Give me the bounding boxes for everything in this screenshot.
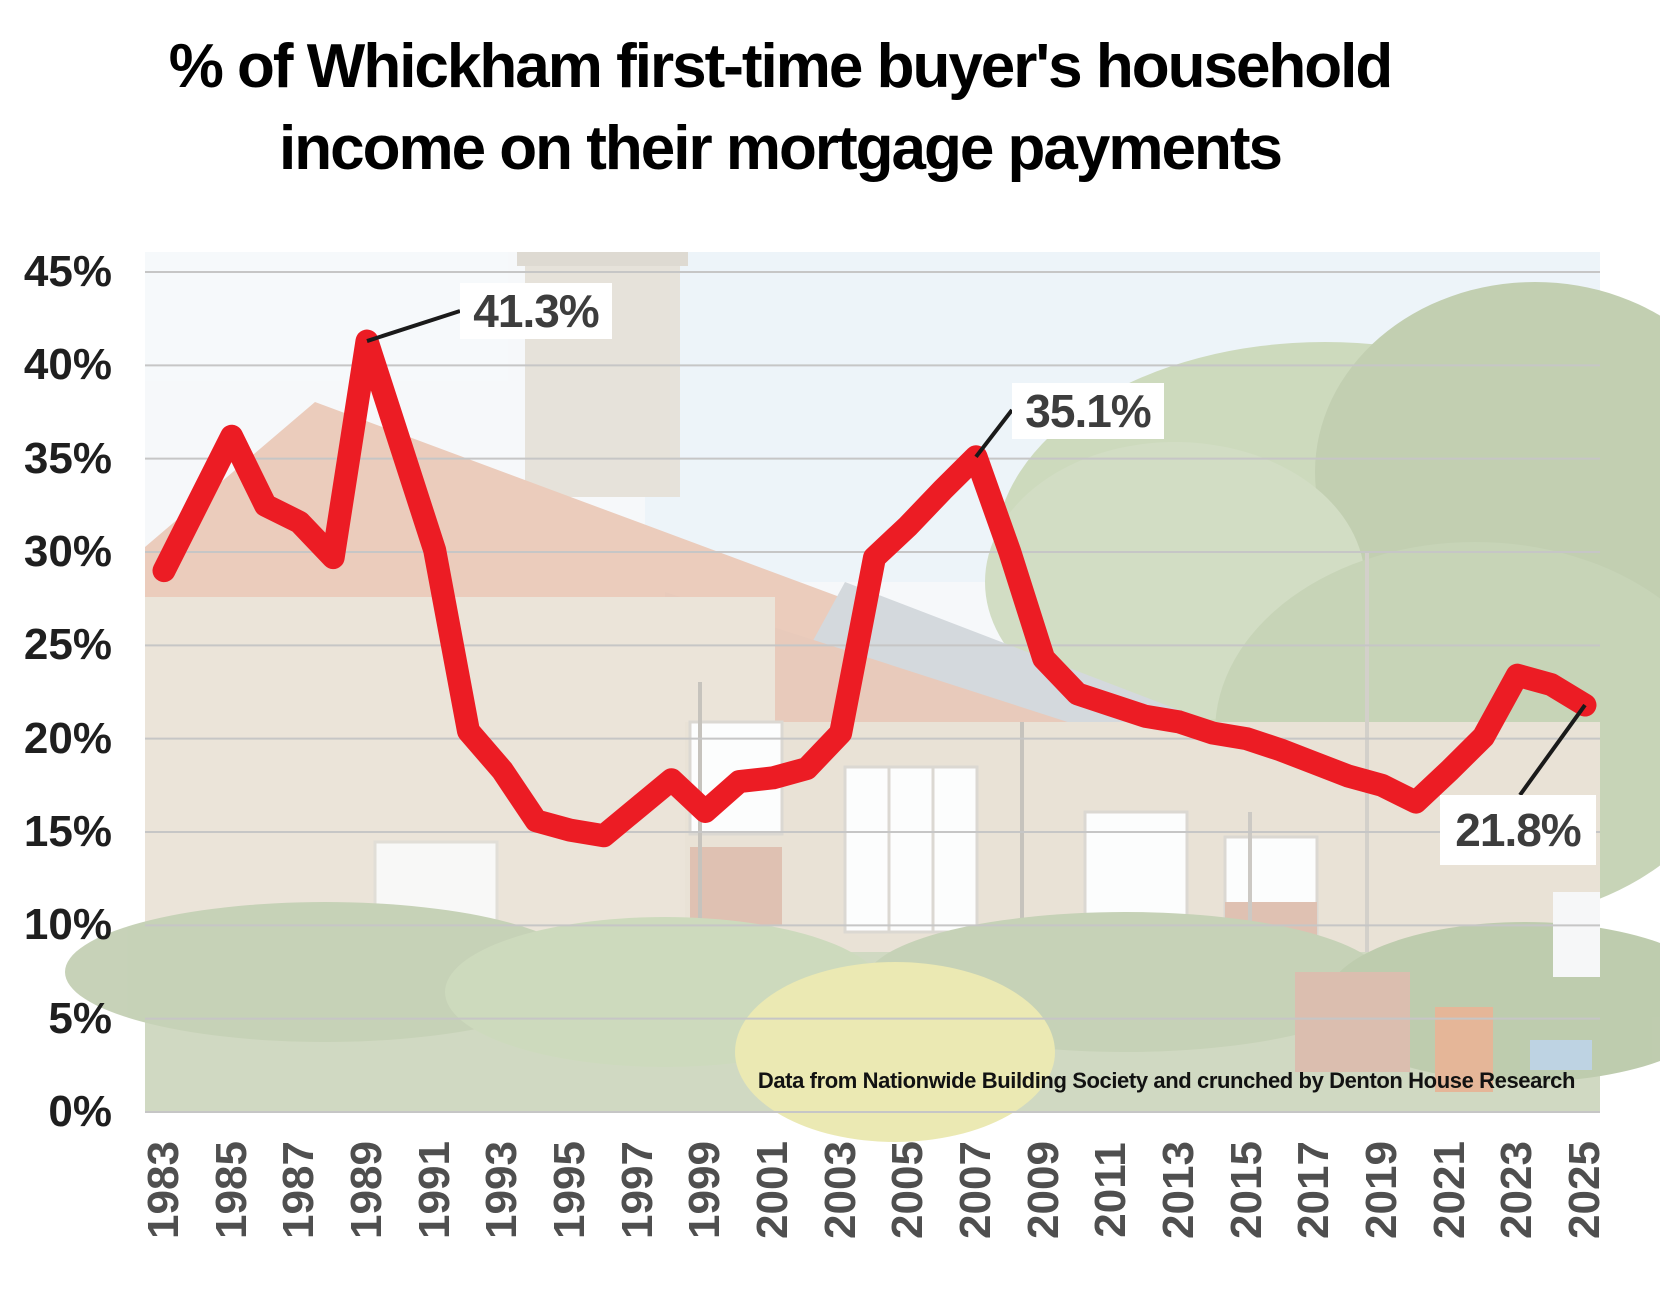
annotation-1989-label: 41.3% — [473, 285, 599, 337]
x-tick-label: 1987 — [274, 1141, 324, 1239]
gridlines — [145, 270, 1600, 1113]
callout-connectors — [366, 309, 1587, 797]
y-tick-label: 20% — [23, 713, 112, 763]
y-tick-label: 45% — [23, 246, 112, 296]
y-tick-label: 30% — [23, 526, 112, 576]
x-tick-label: 2003 — [815, 1141, 865, 1239]
x-tick-label: 1985 — [206, 1141, 256, 1239]
background-photo — [65, 252, 1660, 1142]
chart-title-line2: income on their mortgage payments — [279, 113, 1283, 183]
annotation-1989-peak: 41.3% — [460, 283, 612, 339]
plot-svg — [65, 252, 1660, 1142]
x-tick-label: 1991 — [409, 1141, 459, 1239]
x-tick-label: 1989 — [341, 1141, 391, 1239]
x-tick-label: 1997 — [612, 1141, 662, 1239]
y-tick-label: 0% — [48, 1087, 112, 1136]
chart-title: % of Whickham first-time buyer's househo… — [40, 26, 1520, 190]
x-tick-label: 2009 — [1018, 1141, 1068, 1239]
x-tick-label: 1999 — [680, 1141, 730, 1239]
source-note: Data from Nationwide Building Society an… — [757, 1068, 1576, 1093]
x-tick-label: 2013 — [1153, 1141, 1203, 1239]
x-tick-label: 1995 — [544, 1141, 594, 1239]
callout-connector — [366, 309, 461, 343]
x-tick-label: 2005 — [883, 1141, 933, 1239]
x-tick-label: 1983 — [139, 1141, 188, 1239]
x-tick-label: 2025 — [1559, 1141, 1609, 1239]
chart-title-line1: % of Whickham first-time buyer's househo… — [168, 32, 1394, 101]
y-tick-label: 5% — [48, 993, 112, 1043]
x-tick-label: 2007 — [950, 1141, 1000, 1239]
annotation-2007-label: 35.1% — [1025, 385, 1151, 437]
x-tick-label: 2015 — [1221, 1141, 1271, 1239]
x-tick-label: 1993 — [477, 1141, 527, 1239]
x-tick-label: 2011 — [1086, 1142, 1136, 1238]
y-tick-label: 15% — [23, 806, 112, 856]
x-tick-label: 2017 — [1289, 1141, 1339, 1239]
plot-area — [65, 252, 1660, 1142]
x-tick-label: 2019 — [1356, 1141, 1406, 1239]
x-tick-label: 2023 — [1492, 1141, 1542, 1239]
y-tick-label: 10% — [23, 900, 112, 950]
y-tick-label: 25% — [23, 620, 112, 670]
annotation-2025-label: 21.8% — [1455, 804, 1581, 856]
callout-connector — [1518, 703, 1587, 797]
x-tick-label: 2021 — [1424, 1141, 1474, 1239]
trend-line — [152, 329, 1597, 848]
annotation-2025-end: 21.8% — [1440, 795, 1596, 865]
y-tick-label: 35% — [23, 433, 112, 483]
callout-connector — [974, 408, 1014, 459]
y-tick-label: 40% — [23, 340, 112, 390]
annotation-2007-peak: 35.1% — [1012, 383, 1164, 439]
x-tick-label: 2001 — [747, 1141, 797, 1239]
